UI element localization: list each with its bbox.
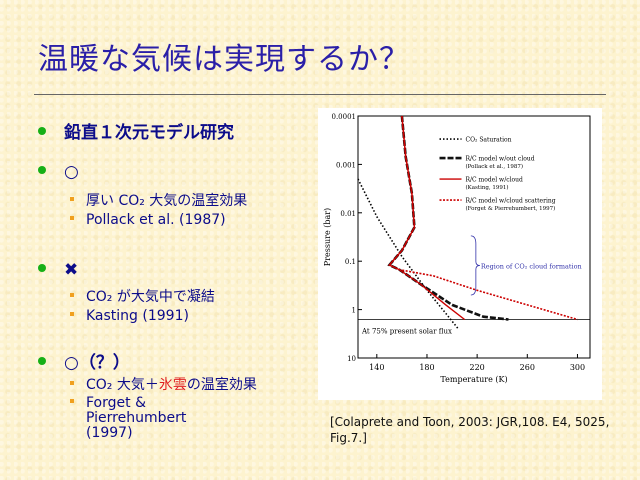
section-4-marker: ○（？） bbox=[64, 353, 130, 373]
y-tick-label: 0.01 bbox=[340, 210, 356, 218]
y-tick-label: 10 bbox=[347, 355, 356, 363]
series-kasting-line bbox=[388, 115, 466, 321]
section-3-marker: ✖ bbox=[64, 260, 79, 280]
y-tick-label: 0.1 bbox=[345, 258, 356, 266]
figure-caption: [Colaprete and Toon, 2003: JGR,108. E4, … bbox=[330, 415, 610, 445]
sub-bullet-icon bbox=[70, 216, 74, 220]
section-4-item-1: CO₂ 大気＋氷雲の温室効果 bbox=[86, 377, 257, 393]
title-rule bbox=[34, 94, 606, 95]
y-axis-label: Pressure (bar) bbox=[323, 208, 332, 266]
x-tick-label: 260 bbox=[520, 363, 535, 372]
section-3: ✖ bbox=[38, 260, 78, 280]
x-axis-label: Temperature (K) bbox=[440, 375, 507, 384]
region-annotation: Region of CO₂ cloud formation bbox=[481, 262, 582, 270]
legend-sublabel: (Forget & Pierrehumbert, 1997) bbox=[466, 205, 556, 212]
y-tick-label: 0.001 bbox=[336, 161, 356, 169]
y-tick-label: 1 bbox=[352, 307, 356, 315]
section-4: ○（？） bbox=[38, 348, 130, 373]
legend-sublabel: (Pollack et al., 1987) bbox=[466, 163, 524, 170]
bullet-icon bbox=[38, 166, 46, 174]
plot-frame bbox=[357, 115, 591, 359]
sub-bullet-icon bbox=[70, 312, 74, 316]
legend-sublabel: (Kasting, 1991) bbox=[466, 184, 509, 191]
section-3-item-2: Kasting (1991) bbox=[86, 308, 189, 324]
list-item: CO₂ 大気＋氷雲の温室効果 bbox=[70, 374, 257, 394]
x-tick-label: 180 bbox=[419, 363, 434, 372]
region-bracket bbox=[470, 235, 480, 296]
sub-bullet-icon bbox=[70, 399, 74, 403]
bullet-icon bbox=[38, 264, 46, 272]
sub-bullet-icon bbox=[70, 293, 74, 297]
series-pollack-line bbox=[387, 115, 509, 321]
x-tick-label: 300 bbox=[570, 363, 585, 372]
list-item: Forget & Pierrehumbert (1997) bbox=[70, 396, 236, 441]
slide-title: 温暖な気候は実現するか？ bbox=[38, 42, 410, 77]
temperature-pressure-chart: At 75% present solar flux 140 180 220 260 300… bbox=[323, 113, 591, 384]
y-tick-label: 0.0001 bbox=[332, 113, 357, 121]
section-2-marker: ○ bbox=[64, 162, 79, 182]
list-item: CO₂ が大気中で凝結 bbox=[70, 286, 215, 306]
section-3-item-1: CO₂ が大気中で凝結 bbox=[86, 289, 215, 305]
section-2-item-2: Pollack et al. (1987) bbox=[86, 212, 226, 228]
x-tick-label: 220 bbox=[469, 363, 484, 372]
legend-label: R/C model w/cloud bbox=[466, 177, 523, 184]
section-2-item-1: 厚い CO₂ 大気の温室効果 bbox=[86, 193, 248, 209]
list-item: Kasting (1991) bbox=[70, 308, 189, 324]
section-1: 鉛直１次元モデル研究 bbox=[38, 118, 234, 143]
bullet-icon bbox=[38, 357, 46, 365]
legend-label: R/C model w/cloud scattering bbox=[466, 198, 556, 205]
series-forget-line bbox=[388, 115, 578, 321]
highlight-text: 氷雲 bbox=[158, 377, 187, 393]
legend-label: R/C model w/out cloud bbox=[466, 156, 535, 163]
list-item: 厚い CO₂ 大気の温室効果 bbox=[70, 190, 247, 210]
legend-label: CO₂ Saturation bbox=[466, 137, 512, 144]
bullet-icon bbox=[38, 127, 46, 135]
sub-bullet-icon bbox=[70, 381, 74, 385]
section-2: ○ bbox=[38, 162, 79, 182]
series-saturation-line bbox=[357, 178, 459, 330]
sub-bullet-icon bbox=[70, 197, 74, 201]
section-4-item-2: Forget & Pierrehumbert (1997) bbox=[86, 395, 187, 441]
x-tick-label: 140 bbox=[369, 363, 384, 372]
temperature-pressure-figure: At 75% present solar flux 140 180 220 260 300… bbox=[318, 108, 602, 400]
flux-annotation: At 75% present solar flux bbox=[361, 327, 452, 335]
section-1-label: 鉛直１次元モデル研究 bbox=[64, 123, 234, 143]
list-item: Pollack et al. (1987) bbox=[70, 212, 226, 228]
